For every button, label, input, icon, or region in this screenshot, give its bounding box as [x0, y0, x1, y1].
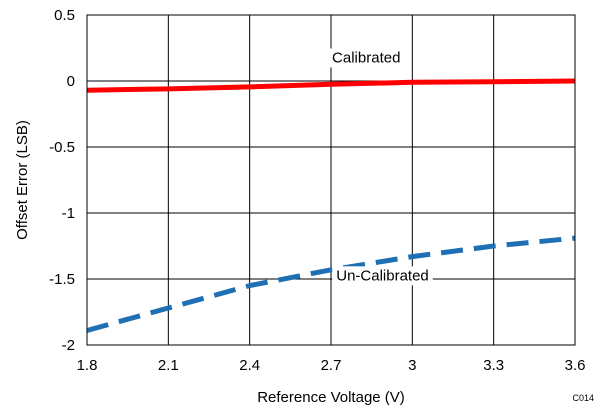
y-tick-label: -1.5	[49, 271, 75, 288]
x-tick-label: 2.4	[239, 357, 260, 374]
x-tick-label: 3	[408, 357, 416, 374]
y-tick-label: -0.5	[49, 139, 75, 156]
x-tick-label: 1.8	[77, 357, 98, 374]
uncalibrated-label: Un-Calibrated	[336, 267, 429, 284]
calibrated-series-line	[86, 78, 576, 93]
x-axis-title: Reference Voltage (V)	[257, 389, 405, 406]
annotation-background	[332, 266, 433, 286]
uncalibrated-series-line	[86, 235, 576, 333]
y-tick-label: -2	[62, 337, 75, 354]
y-tick-label: -1	[62, 205, 75, 222]
x-tick-label: 2.1	[158, 357, 179, 374]
figure-code-label: C014	[572, 393, 594, 403]
calibrated-label: Calibrated	[332, 50, 400, 67]
annotation-background	[328, 48, 405, 68]
x-axis-ticks: 1.8 2.1 2.4 2.7 3 3.3 3.6	[77, 357, 586, 374]
y-axis-ticks: 0.5 0 -0.5 -1 -1.5 -2	[49, 7, 75, 354]
x-tick-label: 3.6	[565, 357, 586, 374]
plot-area-frame	[86, 14, 576, 346]
y-tick-label: 0.5	[54, 7, 75, 24]
series-annotations: Calibrated Un-Calibrated	[328, 48, 433, 286]
x-tick-label: 3.3	[483, 357, 504, 374]
y-tick-label: 0	[67, 73, 75, 90]
x-tick-label: 2.7	[321, 357, 342, 374]
chart-series	[86, 78, 576, 333]
y-axis-title: Offset Error (LSB)	[14, 120, 31, 240]
